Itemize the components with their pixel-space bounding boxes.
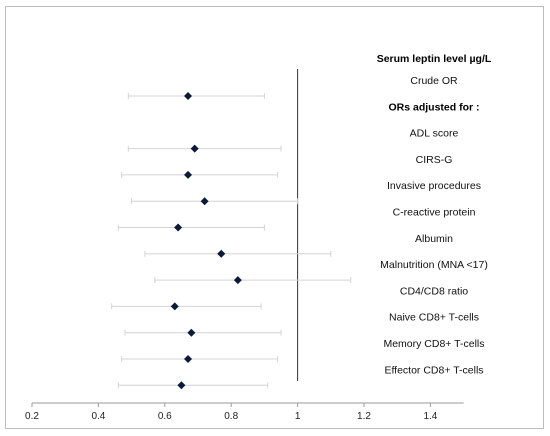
point-estimate — [184, 92, 193, 100]
forest-plot-svg: Serum leptin level µg/L Crude OR ORs adju… — [25, 53, 492, 422]
row-label: Invasive procedures — [387, 180, 481, 192]
x-tick-label: 1.2 — [357, 411, 371, 422]
x-tick-label: 0.6 — [158, 411, 172, 422]
row-label: CIRS-G — [416, 154, 453, 166]
point-estimate — [170, 302, 179, 311]
row-label: Naive CD8+ T-cells — [389, 312, 479, 324]
column-header: Serum leptin level µg/L — [377, 53, 492, 65]
row-label: Albumin — [415, 233, 453, 245]
point-estimates — [170, 92, 242, 390]
point-estimate — [177, 381, 186, 390]
forest-plot-figure: Serum leptin level µg/L Crude OR ORs adju… — [5, 6, 544, 429]
x-tick-label: 0.8 — [224, 411, 238, 422]
x-tick-label: 0.4 — [91, 411, 105, 422]
row-labels: Crude OR ORs adjusted for : ADL score CIRS-… — [380, 75, 488, 376]
point-estimate — [184, 355, 193, 363]
x-tick-label: 0.2 — [25, 411, 39, 422]
point-estimate — [190, 144, 199, 153]
point-estimate — [174, 223, 183, 232]
point-estimate — [233, 276, 242, 285]
point-estimate — [187, 328, 196, 337]
row-label: Malnutrition (MNA <17) — [380, 259, 488, 271]
row-label: ADL score — [410, 128, 459, 140]
row-label: CD4/CD8 ratio — [400, 285, 468, 297]
x-axis: 0.2 0.4 0.6 0.8 1 1.2 1.4 — [25, 402, 464, 422]
confidence-intervals — [111, 93, 352, 389]
row-label: Memory CD8+ T-cells — [383, 338, 484, 350]
point-estimate — [217, 249, 226, 258]
x-tick-label: 1.4 — [423, 411, 437, 422]
row-label: Crude OR — [410, 75, 458, 87]
point-estimate — [200, 197, 209, 206]
point-estimate — [184, 170, 193, 179]
row-label: Effector CD8+ T-cells — [384, 364, 483, 376]
x-tick-label: 1 — [295, 411, 301, 422]
row-label: C-reactive protein — [393, 207, 476, 219]
subheader-label: ORs adjusted for : — [388, 101, 479, 113]
